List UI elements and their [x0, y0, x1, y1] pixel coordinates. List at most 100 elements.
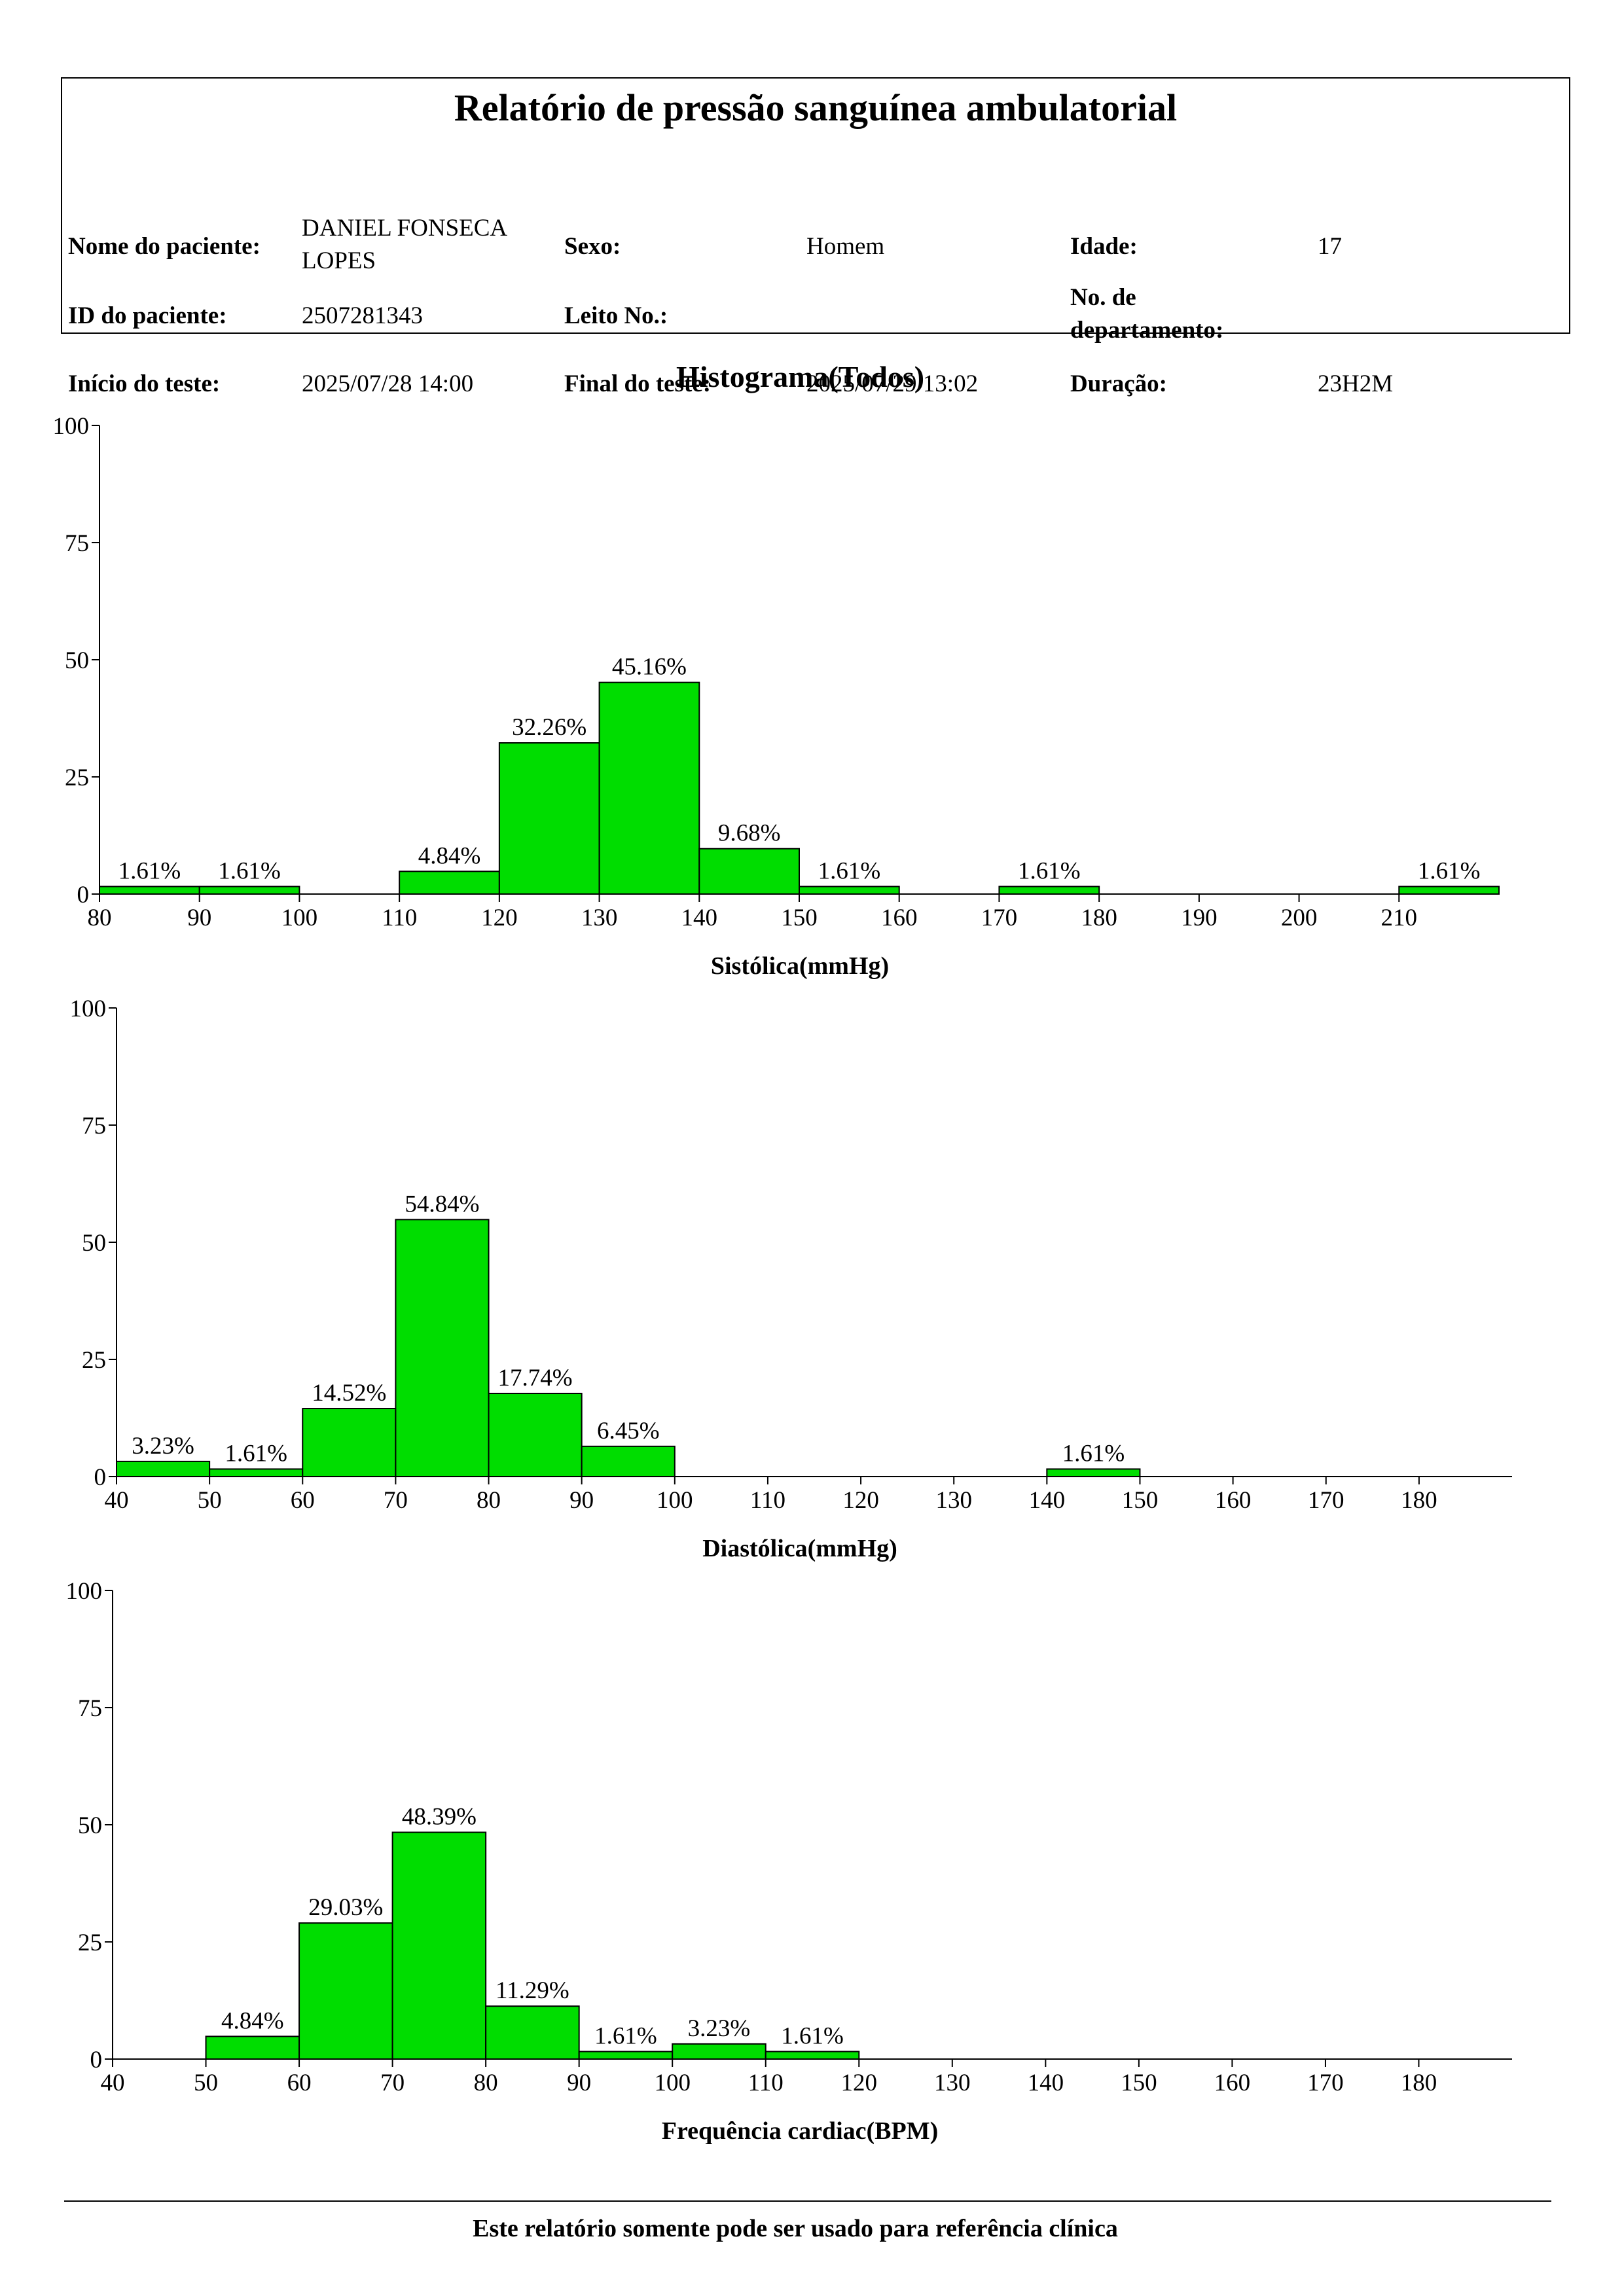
diastolic-y-tick-label-0: 0	[94, 1464, 107, 1491]
systolic-x-tick-label-12: 200	[1281, 905, 1318, 931]
systolic-x-tick-label-3: 110	[382, 905, 417, 931]
heart-rate-bar-0	[205, 2036, 300, 2060]
heart-rate-x-tick-label-14: 180	[1401, 2070, 1437, 2096]
diastolic-histogram: 3.23% 1.61% 14.52% 54.84% 17.74% 6.45% 1.61% 0 2…	[70, 996, 1512, 1562]
heart-rate-bar-6	[765, 2051, 860, 2060]
heart-rate-x-axis-label: Frequência cardiac(BPM)	[662, 2117, 938, 2145]
systolic-bar-8	[1398, 886, 1500, 895]
patient-name-line2: LOPES	[302, 247, 376, 274]
heart-rate-y-tick-label-3: 75	[78, 1695, 102, 1722]
diastolic-bar-0	[116, 1460, 211, 1478]
heart-rate-x-tick-label-4: 80	[474, 2070, 498, 2096]
footer-note: Este relatório somente pode ser usado pa…	[473, 2215, 1118, 2242]
diastolic-x-tick-label-13: 170	[1308, 1487, 1344, 1514]
dept-label-line2: departamento:	[1070, 317, 1224, 344]
patient-name-line1: DANIEL FONSECA	[302, 215, 508, 242]
heart-rate-bar-5	[672, 2043, 767, 2060]
diastolic-x-tick-label-8: 120	[842, 1487, 879, 1514]
systolic-bar-5	[698, 848, 801, 895]
systolic-y-tick-label-2: 50	[65, 647, 89, 674]
systolic-bar-4	[598, 681, 700, 895]
heart-rate-x-tick-label-13: 170	[1307, 2070, 1344, 2096]
systolic-bar-label-3: 32.26%	[512, 714, 586, 741]
heart-rate-x-tick-label-9: 130	[934, 2070, 971, 2096]
systolic-bar-label-6: 1.61%	[818, 857, 881, 884]
diastolic-x-tick-label-6: 100	[657, 1487, 693, 1514]
systolic-bar-3	[498, 742, 600, 895]
patient-info-box: Relatório de pressão sanguínea ambulator…	[61, 77, 1570, 397]
heart-rate-x-tick-label-12: 160	[1214, 2070, 1251, 2096]
heart-rate-x-tick-label-1: 50	[194, 2070, 218, 2096]
end-label: Final do teste:	[564, 370, 712, 397]
footer-divider	[64, 2200, 1551, 2202]
diastolic-bar-label-1: 1.61%	[225, 1440, 287, 1467]
systolic-bar-label-4: 45.16%	[612, 654, 687, 681]
diastolic-bar-4	[488, 1392, 583, 1478]
systolic-bar-0	[99, 886, 200, 895]
diastolic-x-tick-label-4: 80	[477, 1487, 501, 1514]
heart-rate-bar-label-1: 29.03%	[308, 1894, 383, 1921]
diastolic-bar-2	[302, 1408, 397, 1478]
age-value: 17	[1318, 233, 1342, 260]
dept-label-line1: No. de	[1070, 284, 1136, 311]
systolic-bar-2	[399, 870, 500, 895]
diastolic-y-tick-label-2: 50	[82, 1230, 106, 1257]
heart-rate-bar-2	[391, 1831, 487, 2060]
diastolic-x-tick-label-5: 90	[569, 1487, 594, 1514]
systolic-x-tick-label-2: 100	[281, 905, 318, 931]
systolic-bar-label-2: 4.84%	[418, 842, 481, 869]
systolic-bar-label-1: 1.61%	[218, 857, 281, 884]
heart-rate-bar-label-2: 48.39%	[402, 1804, 477, 1831]
systolic-x-tick-label-7: 150	[781, 905, 818, 931]
diastolic-x-tick-label-10: 140	[1029, 1487, 1066, 1514]
systolic-x-tick-label-10: 180	[1081, 905, 1117, 931]
heart-rate-x-tick-label-7: 110	[748, 2070, 784, 2096]
systolic-bar-label-7: 1.61%	[1018, 857, 1081, 884]
systolic-y-tick-label-3: 75	[65, 530, 89, 557]
heart-rate-x-tick-label-6: 100	[654, 2070, 691, 2096]
systolic-x-axis-label: Sistólica(mmHg)	[711, 952, 889, 980]
heart-rate-x-tick-label-10: 140	[1028, 2070, 1064, 2096]
heart-rate-bar-label-4: 1.61%	[594, 2022, 657, 2049]
diastolic-y-tick-label-4: 100	[70, 996, 107, 1022]
diastolic-bar-label-2: 14.52%	[312, 1380, 386, 1407]
start-label: Início do teste:	[68, 370, 221, 397]
systolic-x-tick-label-5: 130	[581, 905, 618, 931]
sex-value: Homem	[806, 233, 885, 260]
bed-label: Leito No.:	[564, 302, 668, 329]
systolic-x-tick-label-9: 170	[981, 905, 1018, 931]
systolic-bar-7	[998, 886, 1100, 895]
systolic-y-tick-label-4: 100	[53, 413, 90, 440]
systolic-x-tick-label-6: 140	[681, 905, 718, 931]
start-value: 2025/07/28 14:00	[302, 370, 474, 397]
diastolic-y-tick-label-3: 75	[82, 1113, 106, 1139]
systolic-bar-6	[799, 886, 900, 895]
diastolic-x-tick-label-11: 150	[1122, 1487, 1159, 1514]
heart-rate-y-tick-label-0: 0	[90, 2047, 103, 2073]
systolic-y-tick-label-1: 25	[65, 764, 89, 791]
diastolic-x-tick-label-9: 130	[935, 1487, 972, 1514]
heart-rate-bar-label-3: 11.29%	[496, 1977, 569, 2004]
systolic-x-tick-label-0: 80	[88, 905, 112, 931]
systolic-bar-label-8: 1.61%	[1418, 857, 1481, 884]
diastolic-bar-label-4: 17.74%	[498, 1365, 573, 1391]
duration-value: 23H2M	[1318, 370, 1394, 397]
heart-rate-x-tick-label-0: 40	[101, 2070, 125, 2096]
heart-rate-y-tick-label-1: 25	[78, 1929, 102, 1956]
systolic-bar-1	[198, 886, 300, 895]
systolic-x-tick-label-4: 120	[481, 905, 518, 931]
heart-rate-y-tick-label-4: 100	[66, 1578, 103, 1605]
diastolic-x-axis-label: Diastólica(mmHg)	[702, 1535, 897, 1562]
heart-rate-x-tick-label-5: 90	[567, 2070, 591, 2096]
sex-label: Sexo:	[564, 233, 621, 260]
report-title: Relatório de pressão sanguínea ambulator…	[454, 86, 1178, 129]
diastolic-bar-label-3: 54.84%	[405, 1191, 479, 1217]
heart-rate-y-tick-label-2: 50	[78, 1812, 102, 1839]
heart-rate-bar-label-6: 1.61%	[781, 2022, 844, 2049]
diastolic-y-tick-label-1: 25	[82, 1347, 106, 1374]
heart-rate-x-tick-label-2: 60	[287, 2070, 312, 2096]
diastolic-x-tick-label-7: 110	[750, 1487, 785, 1514]
diastolic-bar-label-6: 1.61%	[1062, 1440, 1125, 1467]
diastolic-x-tick-label-1: 50	[198, 1487, 222, 1514]
heart-rate-bar-4	[578, 2051, 674, 2060]
